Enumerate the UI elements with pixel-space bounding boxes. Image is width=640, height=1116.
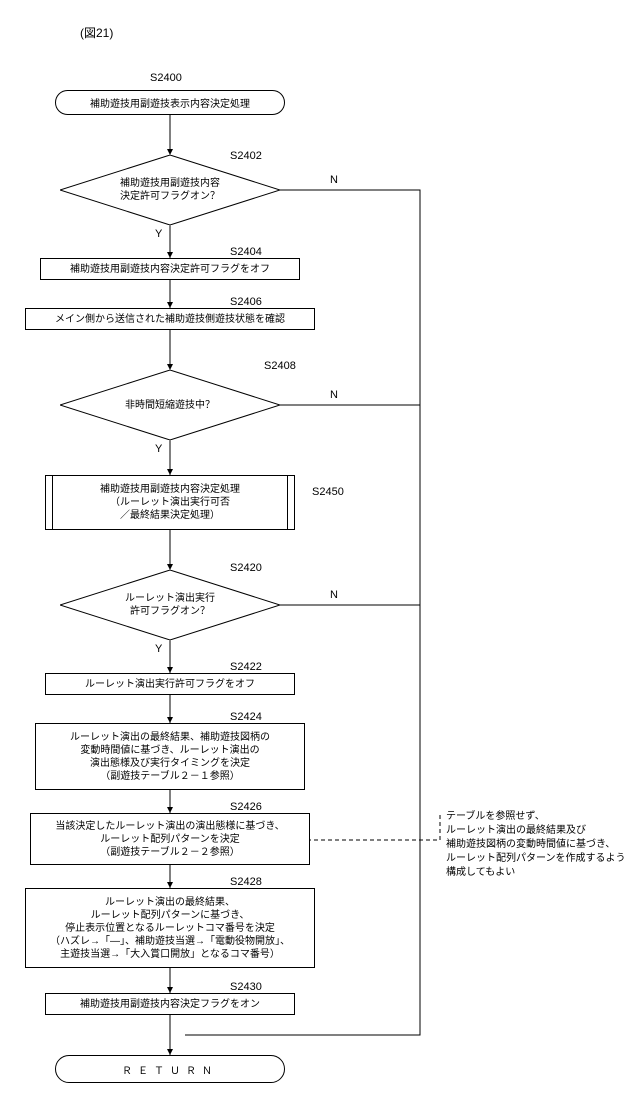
subroutine-s2450: 補助遊技用副遊技内容決定処理 （ルーレット演出実行可否 ／最終結果決定処理） bbox=[45, 475, 295, 530]
label-s2422: S2422 bbox=[230, 661, 262, 673]
start-text: 補助遊技用副遊技表示内容決定処理 bbox=[90, 95, 250, 110]
process-s2430-text: 補助遊技用副遊技内容決定フラグをオン bbox=[80, 998, 260, 1011]
process-s2422: ルーレット演出実行許可フラグをオフ bbox=[45, 673, 295, 695]
label-s2424: S2424 bbox=[230, 711, 262, 723]
label-s2406: S2406 bbox=[230, 296, 262, 308]
return-terminal: ＲＥＴＵＲＮ bbox=[55, 1055, 285, 1083]
decision-s2420: ルーレット演出実行 許可フラグオン？ bbox=[60, 570, 280, 640]
yn-y-2402: Y bbox=[155, 228, 162, 240]
yn-y-2408: Y bbox=[155, 443, 162, 455]
process-s2426: 当該決定したルーレット演出の演出態様に基づき、 ルーレット配列パターンを決定 （… bbox=[30, 813, 310, 865]
yn-n-2408: N bbox=[330, 389, 338, 401]
process-s2430: 補助遊技用副遊技内容決定フラグをオン bbox=[45, 993, 295, 1015]
process-s2404: 補助遊技用副遊技内容決定許可フラグをオフ bbox=[40, 258, 300, 280]
decision-s2420-text: ルーレット演出実行 許可フラグオン？ bbox=[125, 592, 215, 618]
yn-y-2420: Y bbox=[155, 643, 162, 655]
label-s2428: S2428 bbox=[230, 876, 262, 888]
label-s2426: S2426 bbox=[230, 801, 262, 813]
yn-n-2420: N bbox=[330, 589, 338, 601]
return-text: ＲＥＴＵＲＮ bbox=[122, 1062, 218, 1077]
label-s2400: S2400 bbox=[150, 72, 182, 84]
decision-s2402: 補助遊技用副遊技内容 決定許可フラグオン？ bbox=[60, 155, 280, 225]
process-s2406-text: メイン側から送信された補助遊技側遊技状態を確認 bbox=[55, 313, 285, 326]
label-s2404: S2404 bbox=[230, 246, 262, 258]
process-s2428: ルーレット演出の最終結果、 ルーレット配列パターンに基づき、 停止表示位置となる… bbox=[25, 888, 315, 968]
subroutine-s2450-text: 補助遊技用副遊技内容決定処理 （ルーレット演出実行可否 ／最終結果決定処理） bbox=[100, 483, 240, 522]
process-s2404-text: 補助遊技用副遊技内容決定許可フラグをオフ bbox=[70, 263, 270, 276]
yn-n-2402: N bbox=[330, 174, 338, 186]
process-s2426-text: 当該決定したルーレット演出の演出態様に基づき、 ルーレット配列パターンを決定 （… bbox=[55, 820, 284, 859]
decision-s2408-text: 非時間短縮遊技中？ bbox=[125, 399, 215, 412]
side-note: テーブルを参照せず、 ルーレット演出の最終結果及び 補助遊技図柄の変動時間値に基… bbox=[446, 810, 626, 880]
process-s2422-text: ルーレット演出実行許可フラグをオフ bbox=[85, 678, 255, 691]
start-terminal: 補助遊技用副遊技表示内容決定処理 bbox=[55, 90, 285, 115]
process-s2428-text: ルーレット演出の最終結果、 ルーレット配列パターンに基づき、 停止表示位置となる… bbox=[50, 896, 290, 961]
process-s2424: ルーレット演出の最終結果、補助遊技図柄の 変動時間値に基づき、ルーレット演出の … bbox=[35, 723, 305, 790]
decision-s2408: 非時間短縮遊技中？ bbox=[60, 370, 280, 440]
process-s2406: メイン側から送信された補助遊技側遊技状態を確認 bbox=[25, 308, 315, 330]
label-s2430: S2430 bbox=[230, 981, 262, 993]
process-s2424-text: ルーレット演出の最終結果、補助遊技図柄の 変動時間値に基づき、ルーレット演出の … bbox=[70, 731, 270, 783]
figure-label: (図21) bbox=[80, 24, 113, 41]
label-s2450: S2450 bbox=[312, 486, 344, 498]
decision-s2402-text: 補助遊技用副遊技内容 決定許可フラグオン？ bbox=[120, 177, 220, 203]
